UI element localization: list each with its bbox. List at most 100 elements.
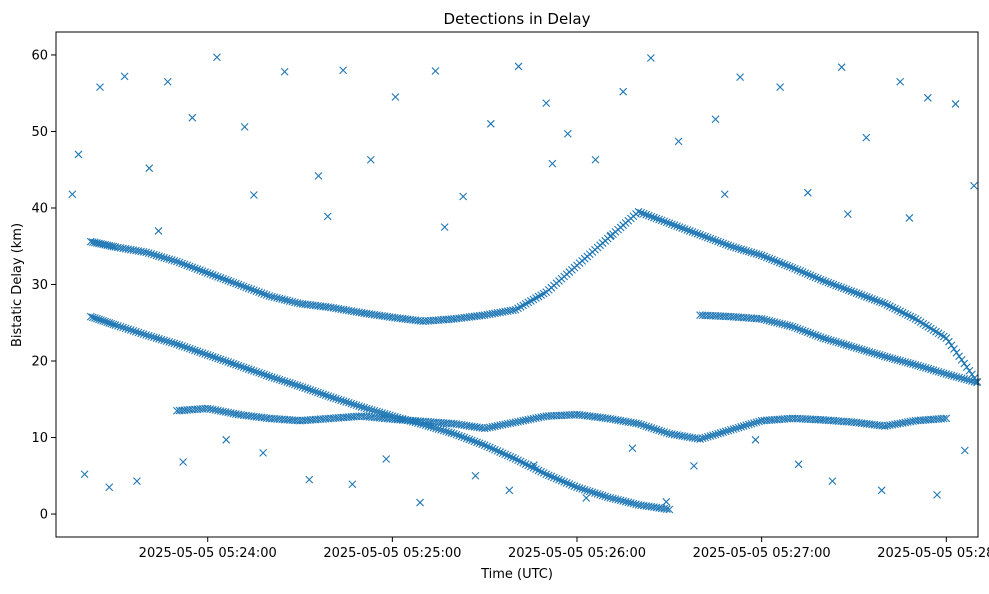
data-point-x-marker — [944, 370, 953, 379]
data-point-x-marker — [296, 382, 304, 391]
data-point-x-marker — [167, 256, 176, 264]
data-point-x-marker — [350, 400, 358, 409]
data-point-x-marker — [224, 276, 233, 285]
data-point-x-marker — [865, 294, 874, 302]
data-point-x-marker — [147, 250, 156, 258]
data-point-x-marker — [693, 229, 702, 238]
data-point-x-marker — [929, 366, 938, 375]
data-point-x-marker — [951, 100, 960, 108]
data-point-x-marker — [726, 242, 735, 251]
data-point-x-marker — [485, 443, 494, 452]
data-point-x-marker — [173, 340, 181, 349]
data-point-x-marker — [201, 350, 210, 358]
data-point-x-marker — [165, 255, 174, 264]
data-point-x-marker — [567, 481, 576, 489]
data-point-x-marker — [821, 334, 830, 343]
plot-marks — [68, 53, 981, 514]
data-point-x-marker — [519, 458, 528, 467]
data-point-x-marker — [480, 441, 489, 450]
x-tick-label: 2025-05-05 05:25:00 — [323, 546, 461, 561]
data-point-x-marker — [280, 377, 289, 386]
data-point-x-marker — [916, 362, 925, 371]
data-point-x-marker — [347, 399, 356, 408]
data-point-x-marker — [896, 307, 905, 316]
data-point-x-marker — [747, 419, 756, 428]
data-point-x-marker — [475, 439, 484, 448]
data-point-x-marker — [619, 497, 628, 505]
data-point-x-marker — [662, 428, 671, 437]
data-point-x-marker — [530, 461, 538, 469]
data-point-x-marker — [311, 387, 320, 396]
data-point-x-marker — [457, 432, 466, 441]
data-point-x-marker — [923, 93, 932, 102]
data-point-x-marker — [674, 137, 683, 146]
data-point-x-marker — [873, 296, 881, 305]
data-point-x-marker — [185, 262, 194, 271]
data-point-x-marker — [901, 358, 910, 366]
data-point-x-marker — [698, 231, 707, 240]
data-point-x-marker — [355, 402, 363, 410]
data-point-x-marker — [147, 332, 156, 341]
data-point-x-marker — [709, 431, 717, 440]
data-point-x-marker — [870, 349, 879, 358]
data-point-x-marker — [901, 309, 910, 318]
data-point-x-marker — [203, 269, 212, 277]
data-point-x-marker — [216, 355, 225, 364]
data-point-x-marker — [878, 351, 887, 360]
data-point-x-marker — [175, 258, 184, 267]
data-point-x-marker — [437, 425, 445, 434]
data-point-x-marker — [503, 451, 512, 460]
data-point-x-marker — [760, 315, 769, 324]
data-point-x-marker — [688, 228, 697, 236]
data-point-x-marker — [162, 337, 171, 346]
data-point-x-marker — [736, 73, 745, 82]
data-point-x-marker — [208, 352, 217, 361]
data-point-x-marker — [421, 421, 430, 430]
data-point-x-marker — [747, 248, 756, 257]
data-point-x-marker — [803, 270, 812, 279]
data-point-x-marker — [578, 485, 587, 493]
data-point-x-marker — [696, 435, 704, 443]
data-point-x-marker — [157, 335, 166, 344]
data-point-x-marker — [791, 323, 799, 332]
data-point-x-marker — [149, 333, 158, 342]
data-point-x-marker — [965, 366, 974, 375]
data-point-x-marker — [634, 207, 643, 216]
data-point-x-marker — [259, 448, 267, 457]
data-point-x-marker — [509, 453, 517, 462]
data-point-x-marker — [719, 428, 728, 437]
data-point-x-marker — [344, 398, 353, 407]
data-point-x-marker — [267, 373, 276, 382]
data-point-x-marker — [144, 249, 153, 258]
data-point-x-marker — [447, 429, 456, 437]
data-point-x-marker — [234, 280, 243, 289]
data-point-x-marker — [591, 155, 600, 164]
data-point-x-marker — [806, 329, 815, 338]
data-point-x-marker — [828, 477, 837, 486]
data-point-x-marker — [152, 251, 161, 260]
data-point-x-marker — [834, 338, 843, 347]
data-point-x-marker — [570, 482, 579, 491]
data-point-x-marker — [179, 458, 187, 466]
data-point-x-marker — [434, 425, 443, 434]
data-point-x-marker — [896, 77, 905, 86]
data-point-x-marker — [962, 363, 971, 372]
data-point-x-marker — [548, 159, 557, 168]
data-point-x-marker — [939, 414, 948, 423]
data-point-x-marker — [226, 359, 235, 367]
data-point-x-marker — [798, 268, 807, 276]
data-point-x-marker — [927, 365, 935, 374]
data-point-x-marker — [575, 484, 584, 492]
data-point-x-marker — [365, 405, 374, 414]
data-point-x-marker — [280, 295, 289, 304]
data-point-x-marker — [760, 252, 769, 261]
chart-title: Detections in Delay — [444, 10, 591, 28]
data-point-x-marker — [962, 375, 971, 384]
data-point-x-marker — [260, 290, 269, 298]
data-point-x-marker — [757, 315, 766, 323]
data-point-x-marker — [114, 321, 122, 330]
data-point-x-marker — [96, 83, 104, 91]
data-point-x-marker — [768, 317, 776, 326]
data-point-x-marker — [305, 475, 314, 484]
data-point-x-marker — [891, 355, 899, 364]
